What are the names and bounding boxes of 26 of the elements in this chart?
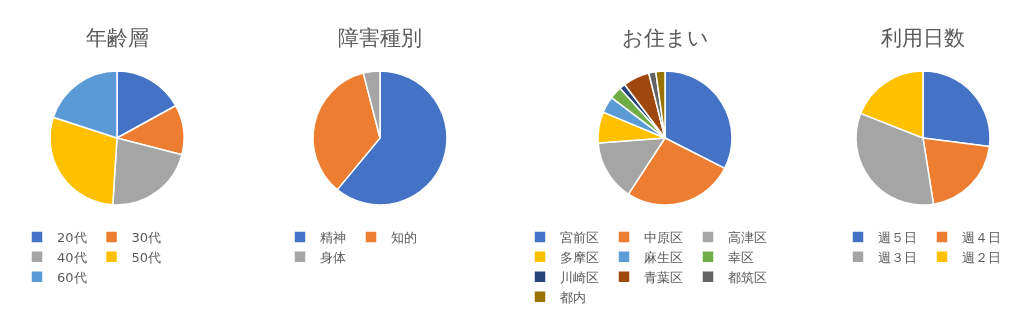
legend-label: 川崎区 [560,269,599,285]
legend-label: 精神 [320,230,346,246]
legend-label: 週５日 [878,230,917,246]
legend-label: 都内 [560,289,586,305]
legend-label: 高津区 [728,230,767,246]
legend-label: 青葉区 [644,269,683,285]
chart-title: お住まい [621,26,709,51]
chart-title: 利用日数 [881,26,965,51]
legend-label: 中原区 [644,230,683,246]
legend-label: 多摩区 [560,249,599,265]
legend-label: 週３日 [878,249,917,265]
legend-label: 50代 [131,249,162,265]
legend-label: 週４日 [962,230,1001,246]
legend-label: 60代 [57,269,87,285]
chart-title: 年齢層 [85,26,149,51]
legend-label: 宮前区 [560,230,599,246]
legend-label: 週２日 [962,249,1001,265]
legend-label: 麻生区 [644,249,683,265]
legend-label: 知的 [391,230,417,246]
legend-label: 30代 [131,230,162,246]
legend-label: 40代 [57,249,87,265]
chart-title: 障害種別 [338,26,422,51]
legend-label: 幸区 [728,249,754,265]
legend-label: 20代 [57,230,87,246]
legend-label: 身体 [320,249,346,265]
legend-label: 都筑区 [728,269,767,285]
